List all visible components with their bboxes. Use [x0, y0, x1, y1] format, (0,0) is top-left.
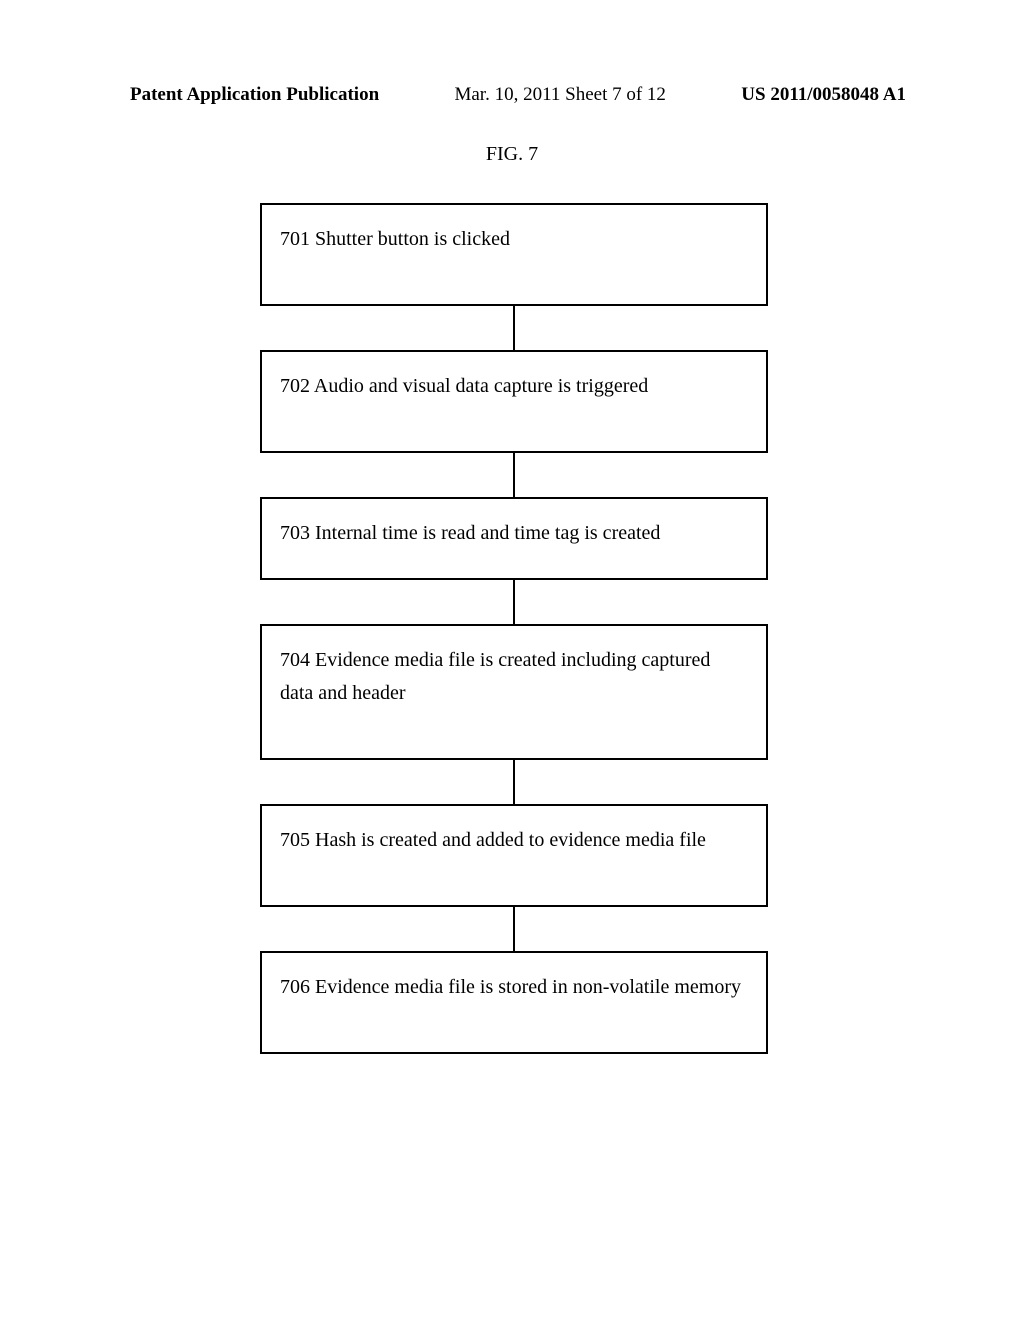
flow-step-702: 702 Audio and visual data capture is tri… [260, 350, 768, 453]
flow-step-703: 703 Internal time is read and time tag i… [260, 497, 768, 580]
flow-step-704: 704 Evidence media file is created inclu… [260, 624, 768, 760]
flow-step-705: 705 Hash is created and added to evidenc… [260, 804, 768, 907]
flow-connector [513, 907, 515, 951]
header-center-text: Mar. 10, 2011 Sheet 7 of 12 [454, 84, 665, 106]
flow-step-706: 706 Evidence media file is stored in non… [260, 951, 768, 1054]
flow-connector [513, 306, 515, 350]
flow-connector [513, 580, 515, 624]
figure-label: FIG. 7 [0, 143, 1024, 166]
header-right-text: US 2011/0058048 A1 [741, 84, 906, 106]
header-left-text: Patent Application Publication [130, 84, 379, 106]
flow-connector [513, 760, 515, 804]
flowchart: 701 Shutter button is clicked 702 Audio … [260, 203, 768, 1054]
flow-connector [513, 453, 515, 497]
page-header: Patent Application Publication Mar. 10, … [0, 84, 1024, 106]
flow-step-701: 701 Shutter button is clicked [260, 203, 768, 306]
